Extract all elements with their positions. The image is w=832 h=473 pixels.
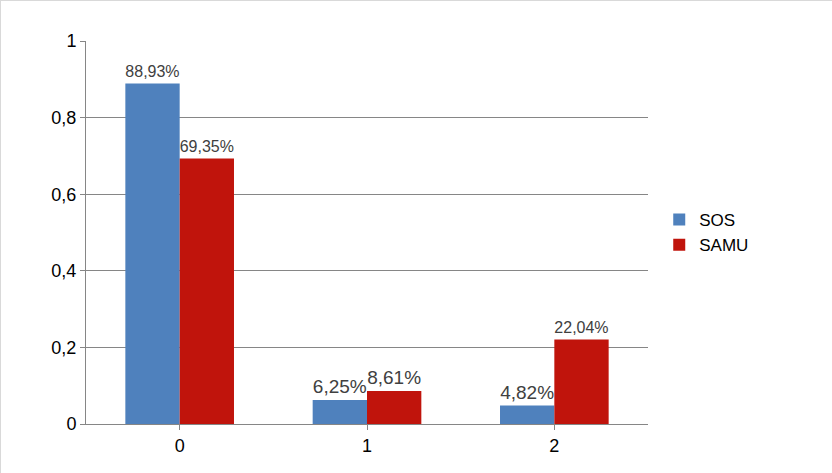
- svg-text:SOS: SOS: [699, 211, 735, 230]
- svg-text:0: 0: [175, 436, 185, 456]
- svg-text:0,4: 0,4: [51, 261, 76, 281]
- svg-text:22,04%: 22,04%: [554, 319, 608, 336]
- svg-text:8,61%: 8,61%: [367, 367, 421, 388]
- svg-text:1: 1: [66, 31, 76, 51]
- svg-text:SAMU: SAMU: [699, 236, 748, 255]
- svg-text:0: 0: [66, 414, 76, 434]
- svg-text:2: 2: [549, 436, 559, 456]
- svg-text:0,8: 0,8: [51, 108, 76, 128]
- svg-text:88,93%: 88,93%: [125, 63, 179, 80]
- svg-text:0,6: 0,6: [51, 185, 76, 205]
- svg-text:6,25%: 6,25%: [313, 376, 367, 397]
- svg-text:69,35%: 69,35%: [180, 138, 234, 155]
- svg-text:4,82%: 4,82%: [500, 382, 554, 403]
- svg-text:0,2: 0,2: [51, 338, 76, 358]
- svg-text:1: 1: [362, 436, 372, 456]
